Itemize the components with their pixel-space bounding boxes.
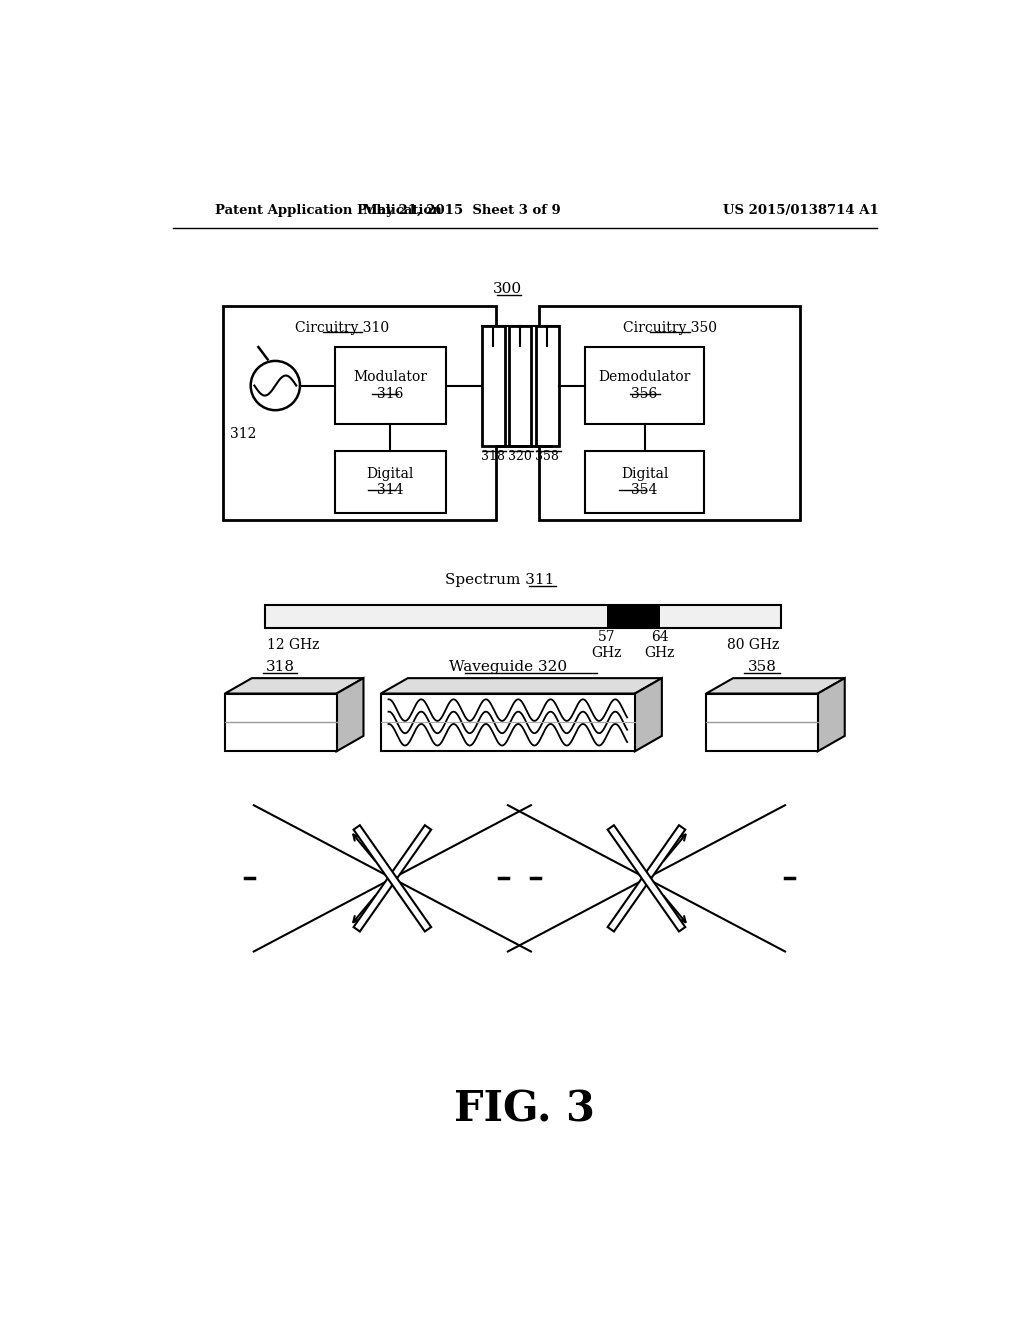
Text: 80 GHz: 80 GHz: [727, 638, 779, 652]
Text: 358: 358: [536, 450, 559, 463]
Polygon shape: [225, 678, 364, 693]
Text: FIG. 3: FIG. 3: [455, 1089, 595, 1130]
Polygon shape: [353, 825, 431, 932]
Bar: [265, 605, 781, 628]
Text: 57
GHz: 57 GHz: [592, 630, 622, 660]
Text: 320: 320: [508, 450, 532, 463]
Polygon shape: [607, 825, 685, 932]
Text: Circuitry 350: Circuitry 350: [623, 321, 717, 335]
Polygon shape: [353, 825, 431, 932]
Text: Digital
354: Digital 354: [621, 467, 669, 496]
Polygon shape: [707, 693, 818, 751]
Text: 12 GHz: 12 GHz: [267, 638, 319, 652]
Polygon shape: [707, 678, 845, 693]
Polygon shape: [225, 693, 337, 751]
Text: Modulator
316: Modulator 316: [353, 371, 427, 401]
Text: 300: 300: [494, 282, 522, 296]
Text: 318: 318: [481, 450, 505, 463]
Text: US 2015/0138714 A1: US 2015/0138714 A1: [723, 205, 879, 218]
Bar: [539, 306, 801, 520]
Text: 318: 318: [266, 660, 295, 673]
Text: Patent Application Publication: Patent Application Publication: [215, 205, 442, 218]
Text: Circuitry 310: Circuitry 310: [295, 321, 389, 335]
Bar: [585, 347, 705, 424]
Polygon shape: [337, 678, 364, 751]
Text: May 21, 2015  Sheet 3 of 9: May 21, 2015 Sheet 3 of 9: [362, 205, 560, 218]
Text: Spectrum 311: Spectrum 311: [445, 573, 555, 587]
Bar: [223, 306, 497, 520]
Polygon shape: [381, 678, 662, 693]
Bar: [585, 451, 705, 512]
Polygon shape: [381, 693, 635, 751]
Bar: [481, 326, 505, 446]
Bar: [536, 326, 559, 446]
Text: 358: 358: [748, 660, 776, 673]
Polygon shape: [818, 678, 845, 751]
Bar: [335, 347, 446, 424]
Text: 64
GHz: 64 GHz: [645, 630, 675, 660]
Bar: [335, 451, 446, 512]
Text: Waveguide 320: Waveguide 320: [449, 660, 567, 673]
Polygon shape: [607, 825, 685, 932]
Polygon shape: [635, 678, 662, 751]
Bar: [606, 605, 659, 628]
Text: Demodulator
356: Demodulator 356: [598, 371, 691, 401]
Text: Digital
314: Digital 314: [367, 467, 414, 496]
Text: 312: 312: [229, 426, 256, 441]
Bar: [509, 326, 531, 446]
